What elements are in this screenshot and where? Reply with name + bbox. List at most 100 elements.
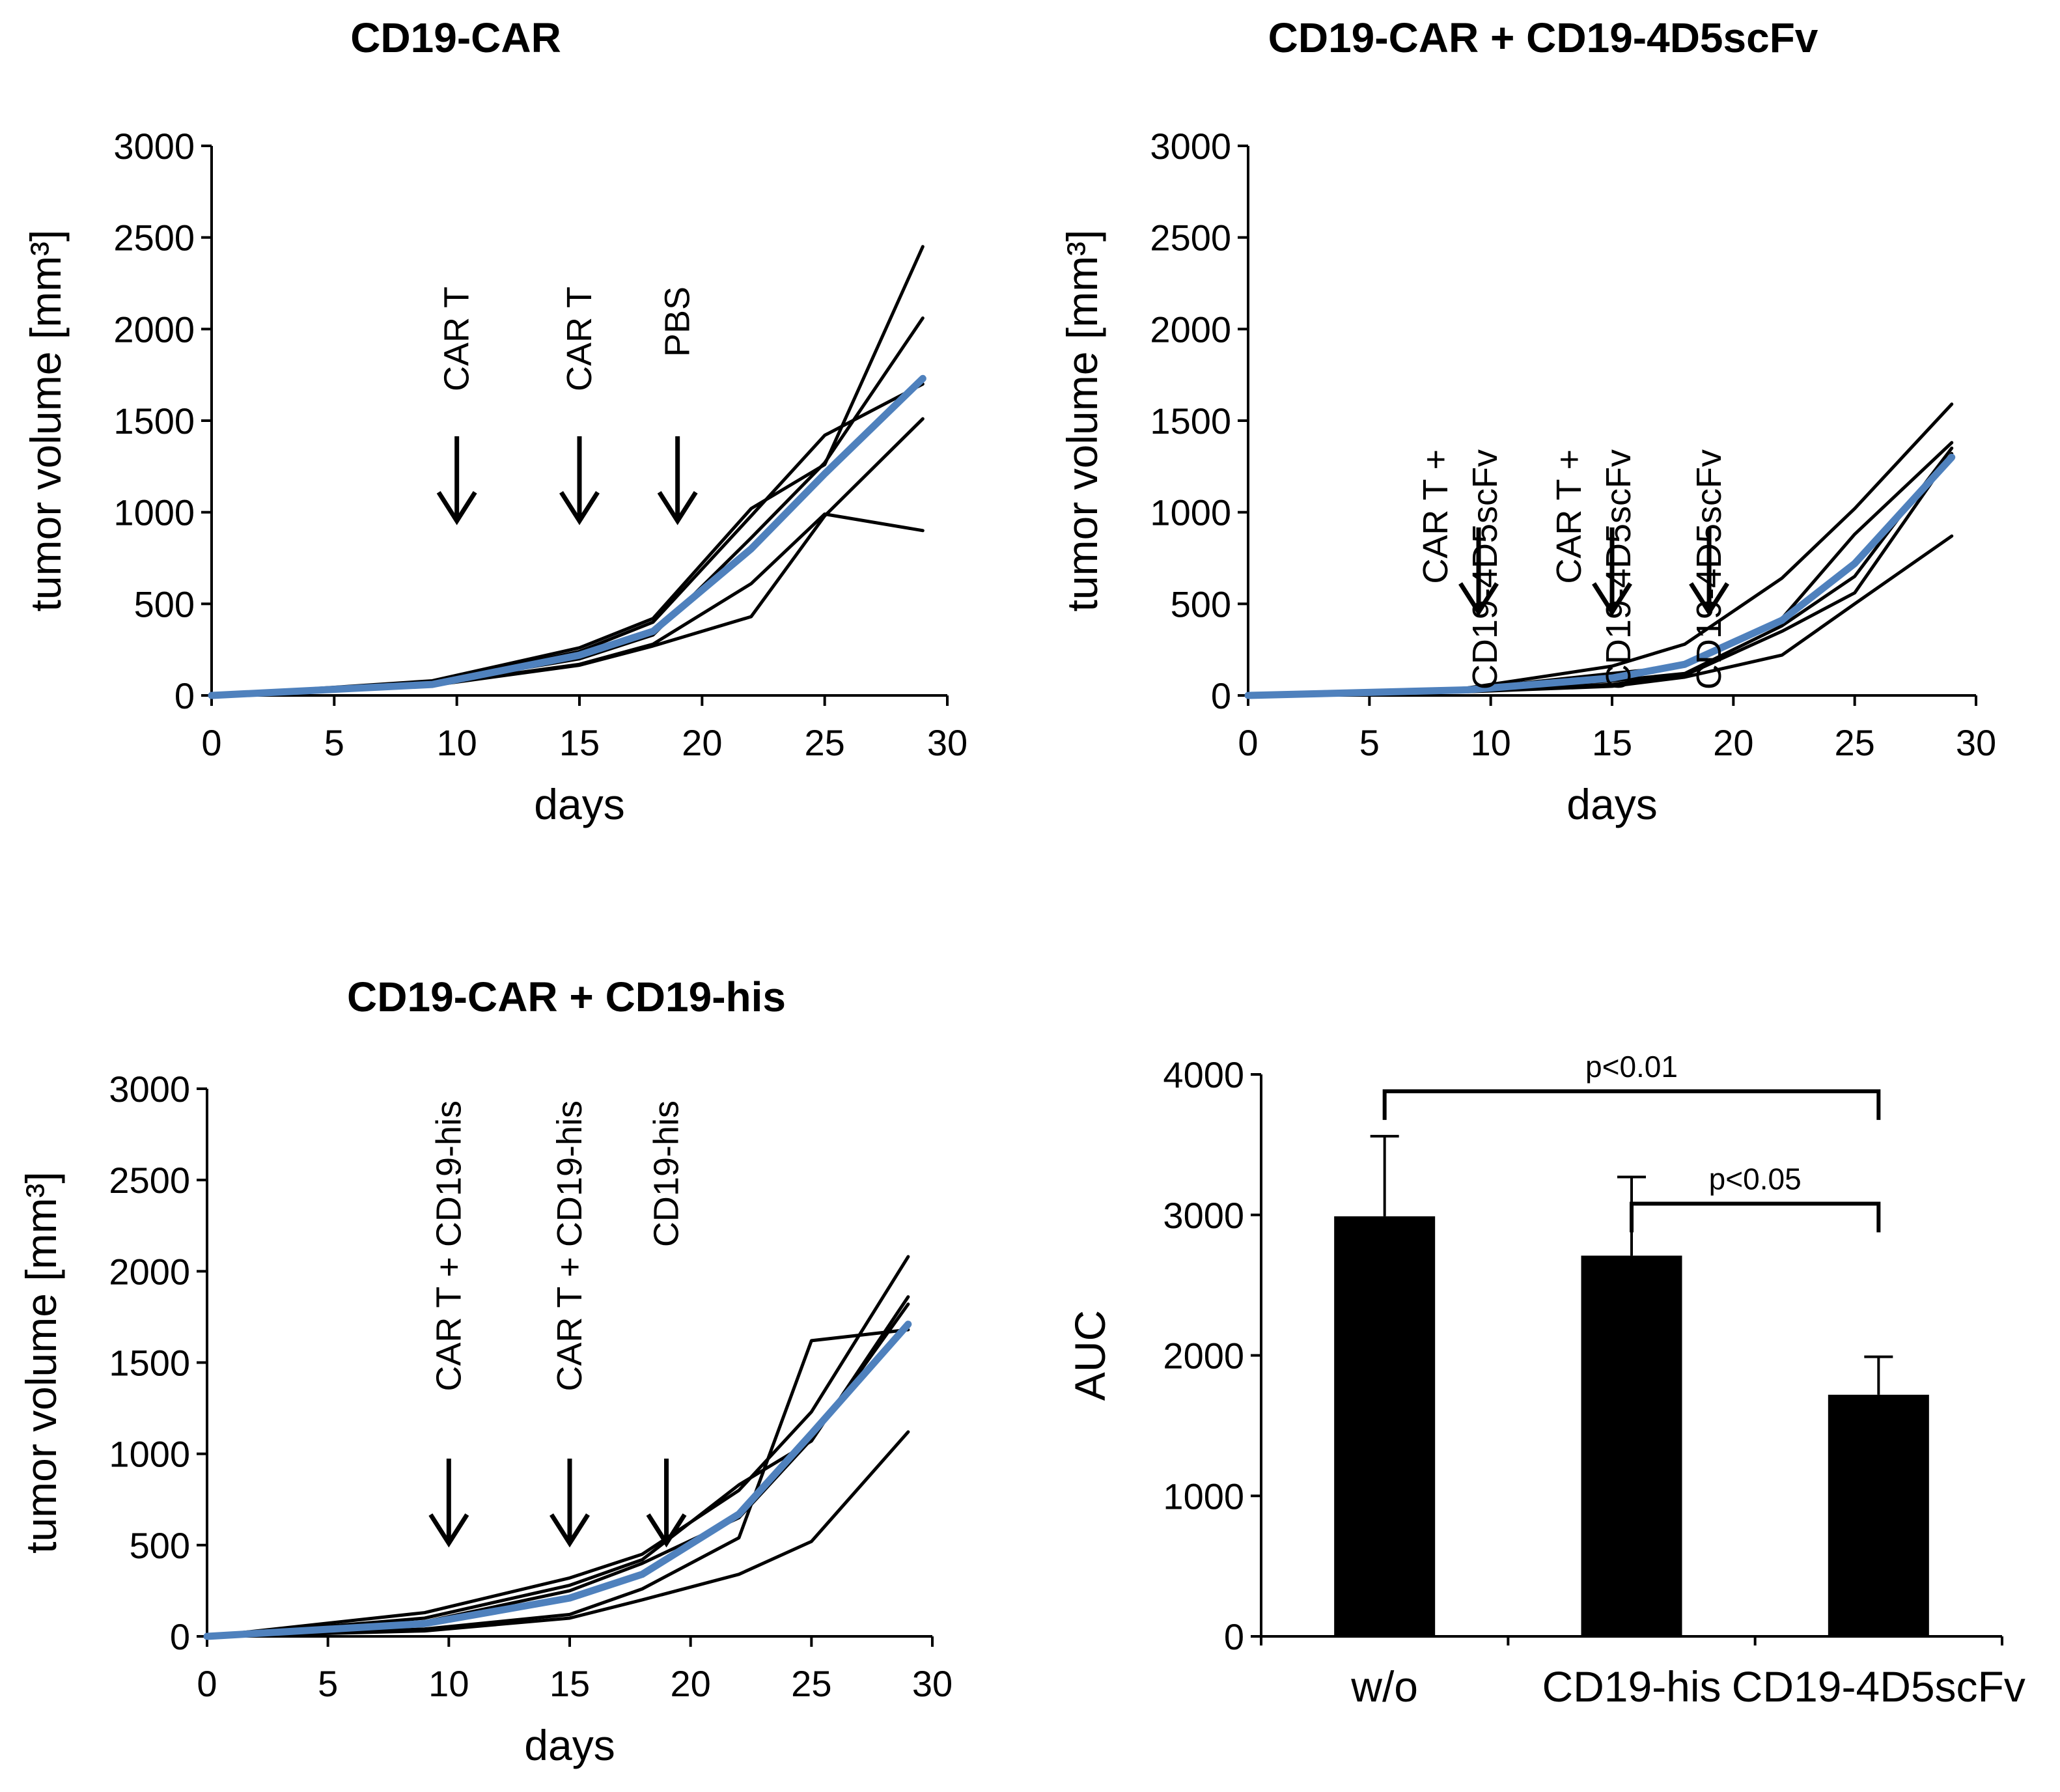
p-value-label: p<0.05 xyxy=(1709,1162,1802,1196)
x-tick-label: 15 xyxy=(559,722,600,763)
y-tick-label: 2500 xyxy=(1150,217,1231,259)
y-axis-label: AUC xyxy=(1066,1310,1114,1401)
x-tick-label: 20 xyxy=(671,1663,711,1704)
x-tick-label: 20 xyxy=(1713,722,1753,763)
bar-1 xyxy=(1581,1255,1682,1636)
y-tick-label: 3000 xyxy=(1163,1195,1244,1236)
x-tick-label: 25 xyxy=(1835,722,1875,763)
arrow-head xyxy=(1592,582,1632,617)
x-tick-label: 10 xyxy=(1471,722,1511,763)
category-label: w/o xyxy=(1350,1662,1418,1711)
y-tick-label: 2500 xyxy=(113,217,195,259)
y-tick-label: 2000 xyxy=(1150,309,1231,350)
treatment-label: CD19-his xyxy=(647,1100,686,1247)
category-label: CD19-4D5scFv xyxy=(1732,1662,2025,1711)
x-tick-label: 0 xyxy=(197,1663,217,1704)
x-axis-label: days xyxy=(524,1721,615,1769)
treatment-label-2: CD19-4D5scFv xyxy=(1466,449,1505,690)
y-tick-label: 0 xyxy=(170,1616,190,1657)
chart-title: CD19-CAR + CD19-4D5scFv xyxy=(1268,14,1818,61)
chart-title: CD19-CAR + CD19-his xyxy=(347,973,786,1020)
treatment-label: CAR T + xyxy=(1550,449,1589,584)
x-tick-label: 25 xyxy=(805,722,845,763)
y-tick-label: 3000 xyxy=(113,126,195,167)
mean-series-line xyxy=(208,374,926,699)
treatment-label: CAR T xyxy=(560,287,599,391)
arrow-head xyxy=(1689,582,1730,617)
chart-3: 0 1000 2000 3000 4000 AUC w/o CD19-his CD19-4D5s… xyxy=(1066,1050,2025,1711)
y-tick-label: 500 xyxy=(1171,583,1231,624)
treatment-label: CAR T + CD19-his xyxy=(550,1100,589,1392)
bar-0 xyxy=(1334,1216,1436,1636)
arrow-head xyxy=(550,1513,590,1548)
y-axis-label: tumor volume [mm³] xyxy=(1058,230,1106,612)
chart-1: CD19-CAR + CD19-4D5scFv 0 500 1000 1500 2000 2… xyxy=(1058,14,1996,828)
treatment-label: CD19-4D5scFv xyxy=(1690,449,1729,690)
y-tick-label: 4000 xyxy=(1163,1054,1244,1095)
arrow-head xyxy=(428,1513,469,1548)
mean-series-line xyxy=(203,1321,912,1640)
y-tick-label: 1000 xyxy=(1163,1476,1244,1517)
significance-bracket xyxy=(1382,1089,1881,1120)
x-tick-label: 5 xyxy=(318,1663,338,1704)
treatment-label: PBS xyxy=(658,287,697,357)
series-line-3 xyxy=(205,1328,910,1638)
x-tick-label: 30 xyxy=(927,722,967,763)
series-line-4 xyxy=(205,1430,910,1638)
y-tick-label: 0 xyxy=(174,675,195,716)
category-label: CD19-his xyxy=(1542,1662,1721,1711)
arrow-head xyxy=(436,491,477,525)
y-tick-label: 1000 xyxy=(113,492,195,533)
mean-series-line xyxy=(1244,453,1956,699)
x-axis-label: days xyxy=(1566,780,1657,828)
chart-2: CD19-CAR + CD19-his 0 500 1000 1500 2000 2500 3… xyxy=(17,973,953,1769)
chart-title: CD19-CAR xyxy=(350,14,561,61)
x-tick-label: 5 xyxy=(1359,722,1380,763)
y-tick-label: 3000 xyxy=(109,1069,190,1110)
x-tick-label: 30 xyxy=(1956,722,1996,763)
y-tick-label: 1000 xyxy=(109,1434,190,1475)
x-tick-label: 10 xyxy=(428,1663,469,1704)
y-tick-label: 500 xyxy=(130,1525,190,1566)
y-axis-label: tumor volume [mm³] xyxy=(17,1171,65,1554)
arrow-head xyxy=(1458,582,1499,617)
x-tick-label: 0 xyxy=(201,722,221,763)
x-tick-label: 0 xyxy=(1238,722,1258,763)
y-tick-label: 0 xyxy=(1211,675,1231,716)
arrow-head xyxy=(657,491,698,525)
x-tick-label: 30 xyxy=(912,1663,953,1704)
treatment-label: CAR T xyxy=(438,287,477,391)
treatment-label: CAR T + CD19-his xyxy=(429,1100,468,1392)
significance-bracket xyxy=(1630,1201,1881,1233)
x-axis-label: days xyxy=(534,780,624,828)
y-tick-label: 1500 xyxy=(109,1343,190,1384)
treatment-label: CAR T + xyxy=(1416,449,1455,584)
y-tick-label: 2500 xyxy=(109,1160,190,1201)
treatment-label-2: CD19-4D5scFv xyxy=(1599,449,1638,690)
x-tick-label: 15 xyxy=(550,1663,590,1704)
y-tick-label: 1500 xyxy=(1150,400,1231,441)
y-tick-label: 500 xyxy=(134,583,195,624)
arrow-head xyxy=(646,1513,687,1548)
x-tick-label: 10 xyxy=(437,722,477,763)
y-tick-label: 1500 xyxy=(113,400,195,441)
chart-0: CD19-CAR 0 500 1000 1500 2000 2500 3000 tumor vo… xyxy=(21,14,967,828)
y-tick-label: 2000 xyxy=(1163,1336,1244,1377)
y-tick-label: 2000 xyxy=(113,309,195,350)
series-line-0 xyxy=(205,1255,910,1638)
x-tick-label: 15 xyxy=(1592,722,1632,763)
x-tick-label: 20 xyxy=(682,722,722,763)
series-line-1 xyxy=(210,382,925,697)
x-tick-label: 5 xyxy=(324,722,344,763)
y-tick-label: 3000 xyxy=(1150,126,1231,167)
p-value-label: p<0.01 xyxy=(1585,1050,1678,1084)
y-tick-label: 1000 xyxy=(1150,492,1231,533)
x-tick-label: 25 xyxy=(791,1663,831,1704)
y-tick-label: 0 xyxy=(1224,1616,1244,1657)
y-axis-label: tumor volume [mm³] xyxy=(21,230,70,612)
y-tick-label: 2000 xyxy=(109,1251,190,1292)
bar-2 xyxy=(1828,1394,1929,1636)
arrow-head xyxy=(559,491,600,525)
